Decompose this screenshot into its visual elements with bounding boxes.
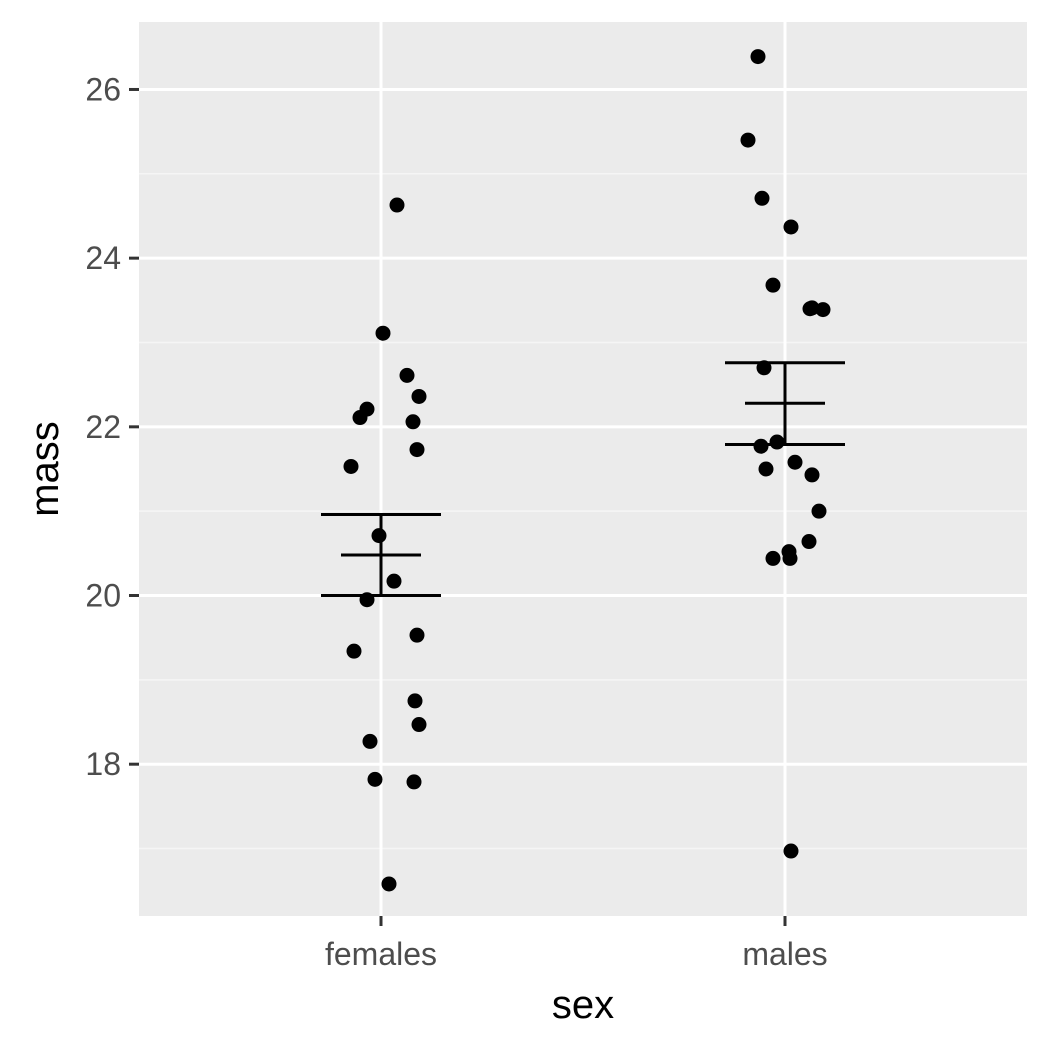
error-bars	[321, 361, 845, 598]
data-point	[754, 190, 770, 206]
x-axis-title: sex	[552, 983, 614, 1027]
data-point	[405, 414, 421, 430]
minor-gridlines	[139, 173, 1027, 850]
data-point	[769, 434, 785, 450]
data-point	[753, 438, 769, 454]
axes: 18 20 22 24 26 females males	[85, 71, 827, 972]
plot-panel	[139, 22, 1027, 916]
data-point	[386, 573, 402, 589]
data-point	[411, 388, 427, 404]
data-point	[758, 461, 774, 477]
data-point	[409, 627, 425, 643]
data-point	[343, 458, 359, 474]
data-point	[407, 693, 423, 709]
y-tick-label: 22	[85, 409, 121, 445]
data-point	[367, 771, 383, 787]
data-point	[750, 49, 766, 65]
data-point	[815, 302, 831, 318]
data-point	[801, 534, 817, 550]
y-tick-label: 20	[85, 578, 121, 614]
data-points	[343, 49, 831, 892]
data-point	[389, 197, 405, 213]
data-point	[406, 774, 422, 790]
data-point	[811, 503, 827, 519]
data-point	[804, 467, 820, 483]
data-point	[399, 367, 415, 383]
data-point	[346, 643, 362, 659]
data-point	[765, 550, 781, 566]
data-point	[787, 454, 803, 470]
data-point	[371, 528, 387, 544]
data-point	[409, 442, 425, 458]
data-point	[802, 301, 818, 317]
major-gridlines	[139, 22, 1027, 916]
y-tick-label: 18	[85, 746, 121, 782]
data-point	[782, 550, 798, 566]
data-point	[375, 325, 391, 341]
data-point	[362, 733, 378, 749]
data-point	[740, 132, 756, 148]
y-tick-label: 24	[85, 240, 121, 276]
y-tick-label: 26	[85, 71, 121, 107]
x-tick-label: females	[325, 936, 437, 972]
data-point	[783, 219, 799, 235]
x-tick-label: males	[742, 936, 827, 972]
data-point	[765, 277, 781, 293]
y-axis-title: mass	[23, 421, 67, 517]
data-point	[381, 876, 397, 892]
data-point	[352, 410, 368, 426]
data-point	[783, 843, 799, 859]
data-point	[411, 717, 427, 733]
